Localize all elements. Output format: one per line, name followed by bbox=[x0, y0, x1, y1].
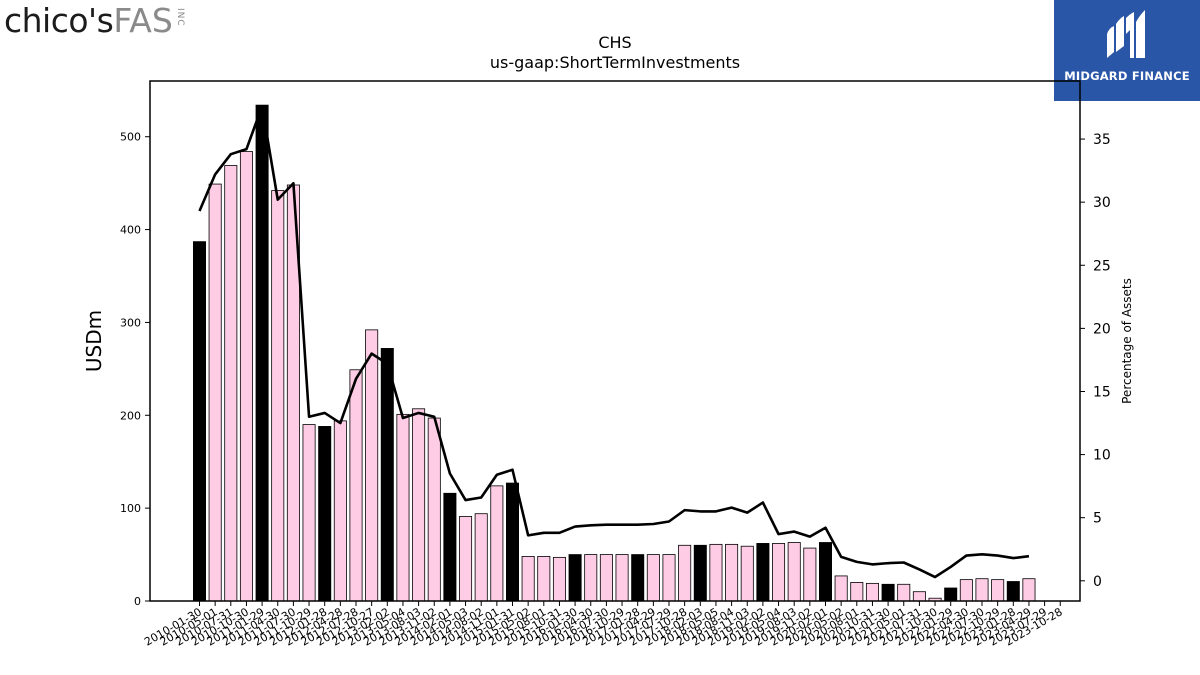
bar-2016-04-30 bbox=[584, 554, 598, 602]
bar-2012-04-28 bbox=[333, 420, 347, 602]
bar-2016-01-30 bbox=[568, 554, 582, 602]
bar-2022-07-30 bbox=[975, 578, 989, 602]
bar-group bbox=[192, 104, 1036, 602]
bar-2019-11-02 bbox=[803, 547, 817, 602]
chicos-logo: chico's FAS INC bbox=[4, 2, 185, 42]
bar-2017-01-28 bbox=[631, 554, 645, 602]
y-tick-label: 500 bbox=[120, 131, 141, 144]
bar-2017-07-29 bbox=[662, 554, 676, 602]
bar-2019-05-04 bbox=[772, 543, 786, 602]
bar-2022-01-29 bbox=[944, 587, 958, 602]
y2-tick-label: 25 bbox=[1093, 258, 1111, 274]
axes: 0100200300400500051015202530352010-01-30… bbox=[120, 80, 1111, 649]
percentage-line bbox=[198, 104, 1030, 579]
y2-tick-label: 15 bbox=[1093, 384, 1111, 400]
bar-2015-08-01 bbox=[537, 556, 551, 602]
bar-2017-10-28 bbox=[678, 544, 692, 602]
logo-inc: INC bbox=[174, 8, 185, 27]
bar-2011-10-29 bbox=[302, 424, 316, 602]
bar-2010-05-01 bbox=[208, 183, 222, 602]
bar-2022-04-30 bbox=[959, 579, 973, 602]
bar-2010-07-31 bbox=[224, 165, 238, 602]
bar-2012-07-28 bbox=[349, 369, 363, 602]
bar-2022-10-29 bbox=[991, 579, 1005, 602]
chart-title: CHS bbox=[598, 33, 631, 52]
bar-2020-02-01 bbox=[819, 542, 833, 602]
y2-tick-label: 10 bbox=[1093, 448, 1111, 464]
bar-2014-08-02 bbox=[474, 513, 488, 602]
y-tick-label: 200 bbox=[120, 409, 141, 422]
plot-frame bbox=[149, 80, 1081, 602]
y-axis-label: USDm bbox=[82, 310, 106, 372]
bar-2014-05-03 bbox=[459, 516, 473, 602]
bar-2013-02-02 bbox=[380, 348, 394, 602]
bar-2019-02-02 bbox=[756, 543, 770, 602]
bar-2018-11-03 bbox=[740, 545, 754, 602]
logo-fas: FAS bbox=[113, 1, 173, 40]
brand-name: MIDGARD FINANCE bbox=[1064, 69, 1190, 83]
bar-2020-10-31 bbox=[865, 582, 879, 602]
y2-tick-label: 0 bbox=[1093, 574, 1102, 590]
bar-2013-08-03 bbox=[412, 408, 426, 602]
bar-2018-05-05 bbox=[709, 543, 723, 602]
bar-2010-10-30 bbox=[239, 151, 253, 602]
bar-2018-08-04 bbox=[725, 543, 739, 602]
midgard-mark-icon bbox=[1107, 10, 1145, 58]
y2-axis-label: Percentage of Assets bbox=[1120, 278, 1134, 404]
bar-2014-11-01 bbox=[490, 485, 504, 602]
bar-2013-05-04 bbox=[396, 413, 410, 602]
y2-tick-label: 5 bbox=[1093, 511, 1102, 527]
bar-2015-05-02 bbox=[521, 556, 535, 602]
bar-2012-01-28 bbox=[318, 426, 332, 602]
bar-2021-05-01 bbox=[897, 583, 911, 602]
bar-2013-11-02 bbox=[427, 417, 441, 602]
y2-tick-label: 30 bbox=[1093, 195, 1111, 211]
y-tick-label: 300 bbox=[120, 316, 141, 329]
y2-tick-label: 35 bbox=[1093, 132, 1111, 148]
midgard-finance-logo: MIDGARD FINANCE bbox=[1054, 0, 1200, 101]
bar-2023-01-28 bbox=[1006, 581, 1020, 602]
bar-2021-07-31 bbox=[912, 591, 926, 602]
bar-2018-02-03 bbox=[693, 544, 707, 602]
bar-2023-04-29 bbox=[1022, 578, 1036, 602]
bar-2021-01-30 bbox=[881, 583, 895, 602]
bar-2020-05-02 bbox=[834, 575, 848, 602]
bar-2016-10-29 bbox=[615, 554, 629, 602]
bar-2015-01-31 bbox=[505, 482, 519, 602]
bar-2014-02-01 bbox=[443, 492, 457, 602]
bar-2010-01-30 bbox=[192, 241, 206, 602]
bar-2019-08-03 bbox=[787, 542, 801, 602]
bar-2016-07-30 bbox=[599, 554, 613, 602]
bar-2020-08-01 bbox=[850, 582, 864, 602]
logo-word: chico's bbox=[4, 1, 114, 40]
y-tick-label: 400 bbox=[120, 224, 141, 237]
y-tick-label: 100 bbox=[120, 502, 141, 515]
bar-2017-04-29 bbox=[646, 554, 660, 602]
chart-subtitle: us-gaap:ShortTermInvestments bbox=[490, 53, 740, 72]
bar-2011-04-30 bbox=[271, 190, 285, 602]
y-tick-label: 0 bbox=[134, 595, 141, 608]
y2-tick-label: 20 bbox=[1093, 321, 1111, 337]
bar-2012-10-27 bbox=[365, 329, 379, 602]
line-group bbox=[198, 104, 1030, 579]
bar-2011-01-29 bbox=[255, 104, 269, 602]
bar-2015-10-31 bbox=[552, 556, 566, 602]
